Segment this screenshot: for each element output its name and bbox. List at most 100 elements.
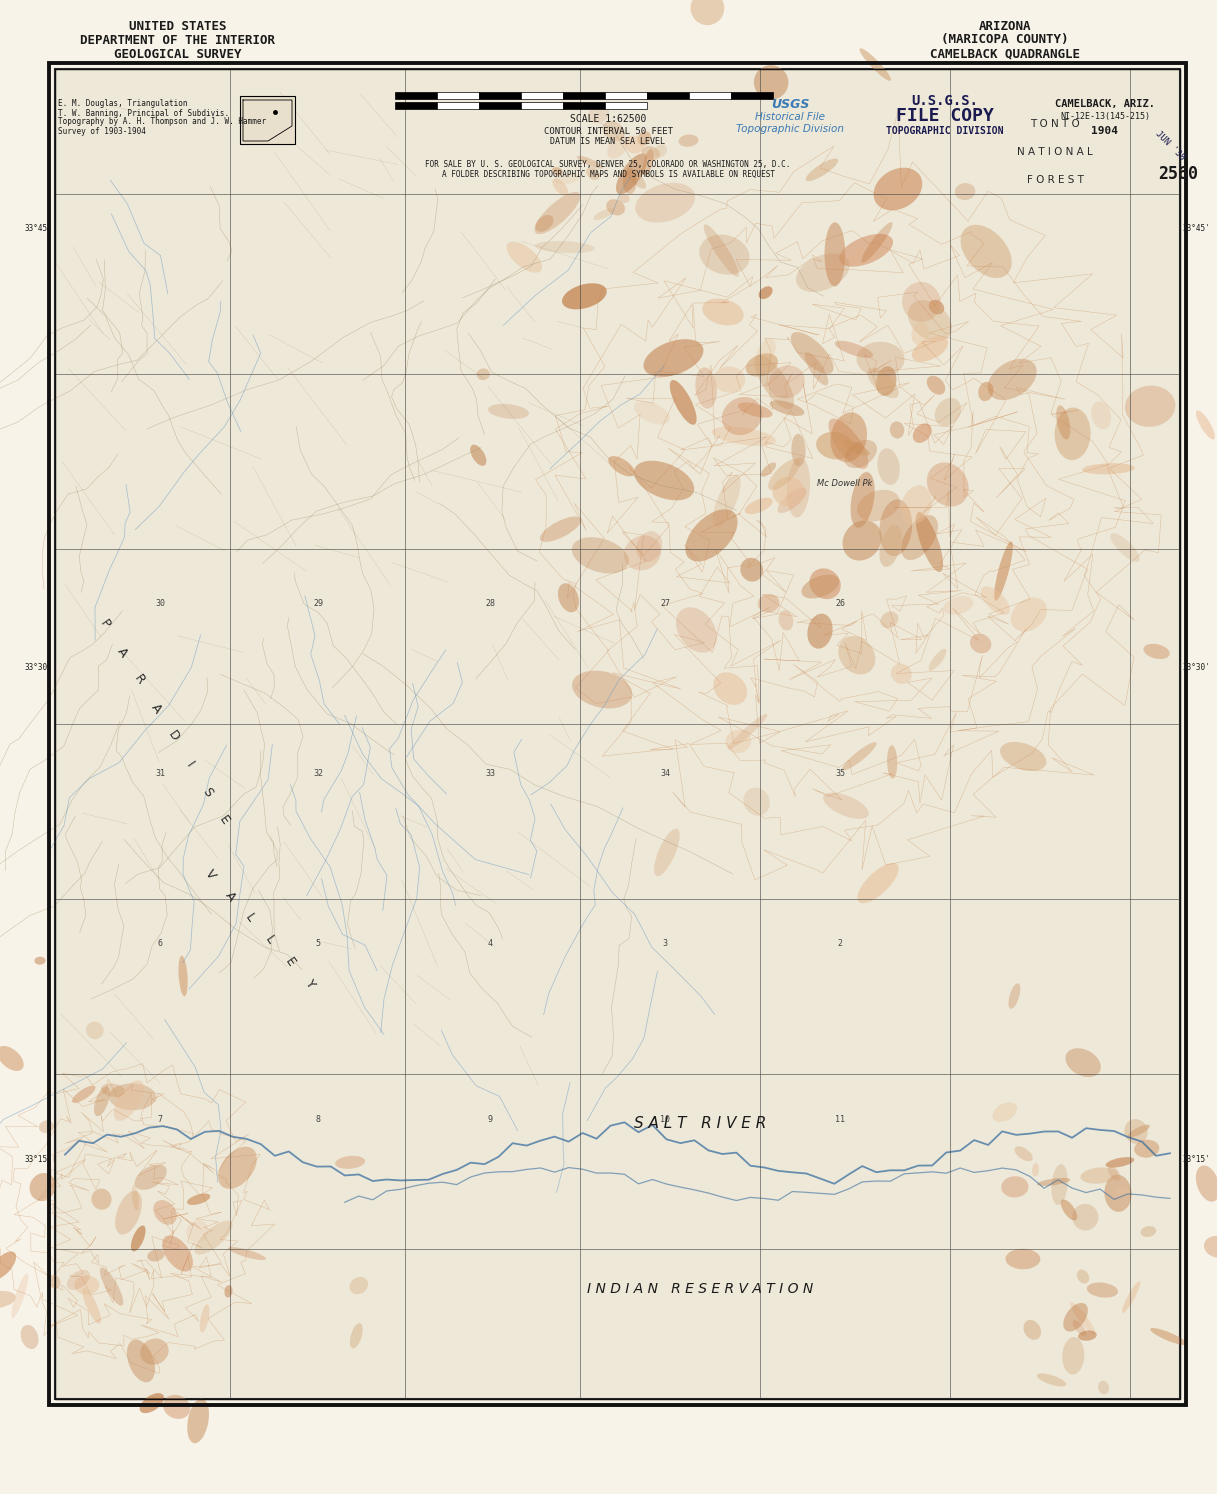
- Ellipse shape: [572, 538, 629, 574]
- Ellipse shape: [67, 1270, 90, 1289]
- Bar: [479, 102, 521, 109]
- Ellipse shape: [618, 194, 629, 203]
- Ellipse shape: [187, 1194, 211, 1206]
- Text: SCALE 1:62500: SCALE 1:62500: [570, 114, 646, 124]
- Ellipse shape: [880, 499, 913, 556]
- Ellipse shape: [796, 254, 849, 291]
- Ellipse shape: [745, 498, 773, 514]
- Ellipse shape: [127, 1340, 155, 1382]
- Ellipse shape: [131, 1225, 146, 1252]
- Ellipse shape: [153, 1200, 176, 1225]
- Text: I N D I A N   R E S E R V A T I O N: I N D I A N R E S E R V A T I O N: [587, 1282, 813, 1295]
- Ellipse shape: [1062, 1337, 1084, 1374]
- Ellipse shape: [1070, 1301, 1095, 1334]
- Ellipse shape: [842, 743, 876, 771]
- Ellipse shape: [1065, 1049, 1101, 1077]
- Ellipse shape: [350, 1324, 363, 1349]
- Text: 35: 35: [835, 769, 845, 778]
- Ellipse shape: [1087, 1282, 1118, 1298]
- Ellipse shape: [802, 575, 840, 599]
- Ellipse shape: [713, 366, 745, 393]
- Text: 32: 32: [313, 769, 323, 778]
- Ellipse shape: [1015, 1146, 1033, 1161]
- Text: A: A: [114, 645, 130, 659]
- Ellipse shape: [187, 1398, 209, 1443]
- Text: USGS: USGS: [770, 97, 809, 111]
- Ellipse shape: [535, 215, 554, 232]
- Ellipse shape: [1005, 1249, 1041, 1270]
- Ellipse shape: [755, 354, 795, 409]
- Ellipse shape: [91, 1189, 112, 1210]
- Ellipse shape: [809, 568, 841, 599]
- Ellipse shape: [624, 136, 644, 154]
- Ellipse shape: [738, 402, 773, 418]
- Ellipse shape: [540, 517, 582, 542]
- Ellipse shape: [690, 0, 724, 25]
- Ellipse shape: [654, 829, 679, 875]
- Ellipse shape: [908, 300, 952, 342]
- Ellipse shape: [713, 672, 747, 705]
- Bar: [731, 93, 773, 99]
- Ellipse shape: [891, 663, 912, 684]
- Ellipse shape: [1061, 1200, 1077, 1221]
- Ellipse shape: [470, 445, 487, 466]
- Text: 28: 28: [486, 599, 495, 608]
- Text: 11: 11: [835, 1115, 845, 1123]
- Text: 6: 6: [157, 940, 163, 949]
- Ellipse shape: [993, 1103, 1017, 1122]
- Ellipse shape: [534, 191, 581, 235]
- Ellipse shape: [700, 235, 750, 275]
- Ellipse shape: [607, 136, 628, 158]
- Ellipse shape: [1081, 1167, 1117, 1183]
- Ellipse shape: [34, 956, 45, 965]
- Text: 33: 33: [486, 769, 495, 778]
- Ellipse shape: [845, 439, 877, 468]
- Ellipse shape: [935, 397, 961, 426]
- Ellipse shape: [488, 403, 529, 418]
- Text: CONTOUR INTERVAL 50 FEET: CONTOUR INTERVAL 50 FEET: [544, 127, 673, 136]
- Ellipse shape: [758, 287, 773, 299]
- Ellipse shape: [807, 614, 832, 648]
- Text: FOR SALE BY U. S. GEOLOGICAL SURVEY, DENVER 25, COLORADO OR WASHINGTON 25, D.C.: FOR SALE BY U. S. GEOLOGICAL SURVEY, DEN…: [425, 160, 791, 169]
- Text: F O R E S T: F O R E S T: [1027, 175, 1083, 185]
- Ellipse shape: [1072, 1204, 1099, 1231]
- Ellipse shape: [0, 1252, 16, 1280]
- Ellipse shape: [823, 793, 869, 819]
- Ellipse shape: [786, 457, 811, 517]
- Ellipse shape: [876, 366, 897, 396]
- Text: 8: 8: [315, 1115, 320, 1123]
- Ellipse shape: [195, 1221, 232, 1255]
- Ellipse shape: [901, 515, 938, 560]
- Bar: [49, 63, 1187, 1404]
- Text: CAMELBACK, ARIZ.: CAMELBACK, ARIZ.: [1055, 99, 1155, 109]
- Text: (MARICOPA COUNTY): (MARICOPA COUNTY): [941, 33, 1069, 46]
- Text: A: A: [223, 889, 237, 904]
- Ellipse shape: [902, 282, 941, 323]
- Ellipse shape: [758, 595, 780, 613]
- Text: UNITED STATES: UNITED STATES: [129, 19, 226, 33]
- Ellipse shape: [224, 1285, 232, 1298]
- Text: Mc Dowell Pk: Mc Dowell Pk: [818, 480, 873, 489]
- Ellipse shape: [21, 1325, 39, 1349]
- Ellipse shape: [218, 1147, 257, 1189]
- Text: T O N T O: T O N T O: [1030, 120, 1079, 128]
- Ellipse shape: [1144, 644, 1170, 659]
- Ellipse shape: [728, 714, 768, 750]
- Ellipse shape: [713, 475, 741, 527]
- Ellipse shape: [643, 149, 654, 176]
- Ellipse shape: [943, 596, 974, 616]
- Ellipse shape: [1064, 1303, 1088, 1331]
- Text: Topographic Division: Topographic Division: [736, 124, 845, 134]
- Bar: [396, 102, 437, 109]
- Ellipse shape: [880, 611, 898, 629]
- Text: DATUM IS MEAN SEA LEVEL: DATUM IS MEAN SEA LEVEL: [550, 137, 666, 146]
- Ellipse shape: [616, 154, 647, 194]
- Ellipse shape: [679, 134, 699, 146]
- Text: 26: 26: [835, 599, 845, 608]
- Ellipse shape: [839, 636, 875, 674]
- Ellipse shape: [1150, 1328, 1187, 1345]
- Ellipse shape: [877, 448, 899, 486]
- Text: P: P: [97, 617, 112, 630]
- Ellipse shape: [839, 235, 893, 266]
- Ellipse shape: [880, 524, 902, 566]
